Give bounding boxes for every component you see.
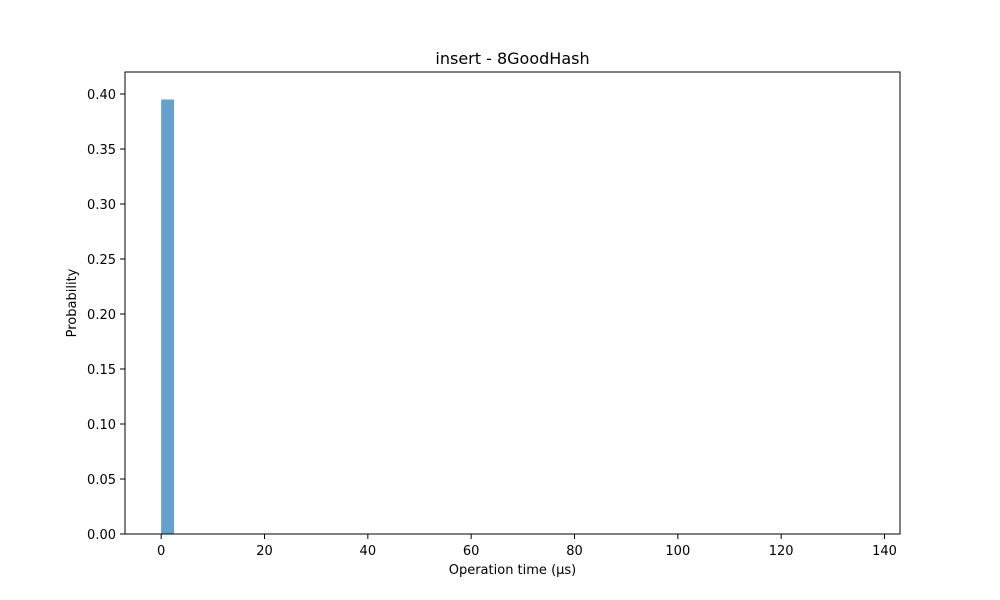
x-tick-label: 100 <box>665 544 690 559</box>
x-axis-label: Operation time (µs) <box>449 563 577 578</box>
plot-frame <box>124 71 901 535</box>
x-tick-label: 40 <box>360 544 377 559</box>
y-axis: 0.00 0.05 0.10 0.15 0.20 0.25 0.30 0.35 0.40 <box>87 88 125 543</box>
y-tick-label: 0.10 <box>87 418 116 433</box>
x-tick-label: 140 <box>872 544 897 559</box>
y-tick-label: 0.05 <box>87 473 116 488</box>
y-tick-label: 0.15 <box>87 363 116 378</box>
y-tick-label: 0.40 <box>87 88 116 103</box>
y-tick-label: 0.30 <box>87 198 116 213</box>
x-axis: 0 20 40 60 80 100 120 140 <box>157 534 897 559</box>
y-tick-label: 0.00 <box>87 528 116 543</box>
histogram-bar-0 <box>161 99 175 534</box>
y-tick-label: 0.20 <box>87 308 116 323</box>
x-tick-label: 80 <box>566 544 583 559</box>
x-tick-label: 120 <box>769 544 794 559</box>
y-tick-label: 0.35 <box>87 143 116 158</box>
plot-area <box>161 99 175 534</box>
x-tick-label: 0 <box>157 544 165 559</box>
y-axis-label: Probability <box>65 268 80 337</box>
chart-title: insert - 8GoodHash <box>435 49 589 68</box>
x-tick-label: 60 <box>463 544 480 559</box>
x-tick-label: 20 <box>256 544 273 559</box>
y-tick-label: 0.25 <box>87 253 116 268</box>
